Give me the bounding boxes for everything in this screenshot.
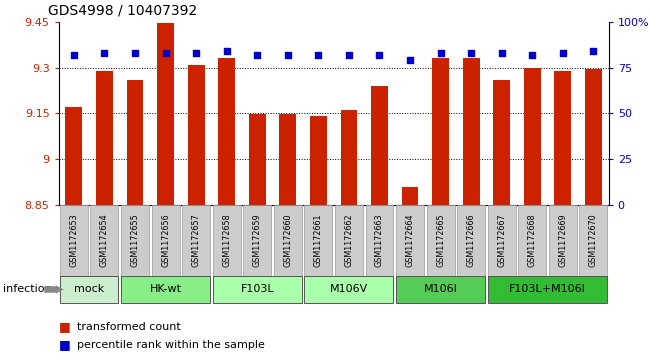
Text: F103L+M106I: F103L+M106I bbox=[509, 285, 586, 294]
Text: ■: ■ bbox=[59, 320, 70, 333]
Point bbox=[191, 50, 201, 56]
Text: GSM1172655: GSM1172655 bbox=[130, 213, 139, 268]
Bar bbox=[66, 107, 82, 205]
Text: mock: mock bbox=[74, 285, 104, 294]
Point bbox=[466, 50, 477, 56]
Text: GSM1172662: GSM1172662 bbox=[344, 214, 353, 267]
Bar bbox=[187, 65, 204, 205]
Text: GSM1172657: GSM1172657 bbox=[191, 213, 201, 268]
Text: HK-wt: HK-wt bbox=[150, 285, 182, 294]
Bar bbox=[524, 68, 541, 205]
Text: GSM1172654: GSM1172654 bbox=[100, 214, 109, 267]
Point bbox=[374, 52, 385, 58]
Point bbox=[283, 52, 293, 58]
Text: GSM1172663: GSM1172663 bbox=[375, 214, 384, 267]
Point bbox=[99, 50, 109, 56]
Text: GSM1172669: GSM1172669 bbox=[559, 214, 567, 267]
Text: GSM1172659: GSM1172659 bbox=[253, 213, 262, 268]
Bar bbox=[279, 114, 296, 205]
Bar bbox=[249, 114, 266, 205]
Point bbox=[160, 50, 171, 56]
Text: ■: ■ bbox=[59, 338, 70, 351]
Point bbox=[221, 48, 232, 54]
Text: transformed count: transformed count bbox=[77, 322, 180, 332]
Bar bbox=[432, 58, 449, 205]
Point bbox=[589, 48, 599, 54]
Text: GSM1172667: GSM1172667 bbox=[497, 214, 506, 267]
Bar bbox=[310, 115, 327, 205]
Bar bbox=[126, 80, 143, 205]
Bar bbox=[218, 58, 235, 205]
Text: infection: infection bbox=[3, 285, 52, 294]
Point bbox=[344, 52, 354, 58]
Text: GSM1172664: GSM1172664 bbox=[406, 214, 415, 267]
Bar bbox=[555, 71, 571, 205]
Text: GSM1172656: GSM1172656 bbox=[161, 214, 170, 267]
Text: GSM1172653: GSM1172653 bbox=[70, 214, 78, 267]
Text: GDS4998 / 10407392: GDS4998 / 10407392 bbox=[48, 4, 197, 18]
Text: GSM1172660: GSM1172660 bbox=[283, 214, 292, 267]
Bar bbox=[493, 80, 510, 205]
Bar bbox=[157, 23, 174, 205]
Text: GSM1172665: GSM1172665 bbox=[436, 214, 445, 267]
Point bbox=[252, 52, 262, 58]
Point bbox=[405, 57, 415, 63]
Point bbox=[497, 50, 507, 56]
Bar bbox=[402, 187, 419, 205]
Text: GSM1172661: GSM1172661 bbox=[314, 214, 323, 267]
Point bbox=[558, 50, 568, 56]
Point bbox=[130, 50, 140, 56]
Bar bbox=[585, 69, 602, 205]
Text: percentile rank within the sample: percentile rank within the sample bbox=[77, 340, 265, 350]
Text: F103L: F103L bbox=[240, 285, 274, 294]
Bar bbox=[340, 110, 357, 205]
Text: GSM1172666: GSM1172666 bbox=[467, 214, 476, 267]
Bar bbox=[463, 58, 480, 205]
Point bbox=[68, 52, 79, 58]
Point bbox=[436, 50, 446, 56]
Bar bbox=[96, 71, 113, 205]
Text: GSM1172668: GSM1172668 bbox=[528, 214, 537, 267]
Text: M106V: M106V bbox=[330, 285, 368, 294]
Point bbox=[313, 52, 324, 58]
Text: M106I: M106I bbox=[424, 285, 458, 294]
Bar bbox=[371, 86, 388, 205]
Text: GSM1172658: GSM1172658 bbox=[222, 214, 231, 267]
Text: GSM1172670: GSM1172670 bbox=[589, 214, 598, 267]
Point bbox=[527, 52, 538, 58]
